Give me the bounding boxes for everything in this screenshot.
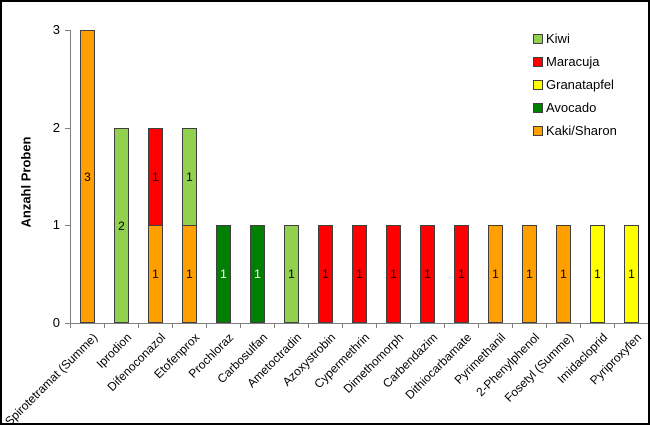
y-tick	[65, 323, 70, 324]
bar-segment-spirotetramat-summe: 3	[80, 30, 95, 323]
legend-label: Maracuja	[546, 54, 600, 69]
y-tick-label: 3	[52, 22, 60, 37]
bar-segment-dimethomorph: 1	[386, 225, 401, 323]
bar-segment-pyrimethanil: 1	[488, 225, 503, 323]
bar-segment-2-phenylphenol: 1	[522, 225, 537, 323]
legend-item-granatapfel: Granatapfel	[533, 73, 617, 96]
legend-label: Kaki/Sharon	[546, 123, 617, 138]
x-tick	[342, 324, 343, 328]
legend-label: Avocado	[546, 100, 597, 115]
x-tick	[240, 324, 241, 328]
x-tick	[104, 324, 105, 328]
x-axis-line	[65, 323, 648, 324]
bar-segment-ametoctradin: 1	[284, 225, 299, 323]
legend-swatch-icon	[533, 102, 543, 113]
bar-segment-difenoconazol: 1	[148, 225, 163, 323]
x-tick	[172, 324, 173, 328]
bar-segment-cypermethrin: 1	[352, 225, 367, 323]
legend-item-maracuja: Maracuja	[533, 50, 617, 73]
legend-swatch-icon	[533, 79, 543, 90]
legend-item-kiwi: Kiwi	[533, 27, 617, 50]
x-tick	[206, 324, 207, 328]
x-tick	[274, 324, 275, 328]
bar-segment-fosetyl-summe: 1	[556, 225, 571, 323]
legend-swatch-icon	[533, 56, 543, 67]
x-tick	[648, 324, 649, 328]
bar-segment-etofenprox: 1	[182, 225, 197, 323]
legend-swatch-icon	[533, 33, 543, 44]
x-tick	[308, 324, 309, 328]
x-tick	[478, 324, 479, 328]
legend-label: Kiwi	[546, 31, 570, 46]
y-tick	[65, 128, 70, 129]
x-tick	[546, 324, 547, 328]
legend-label: Granatapfel	[546, 77, 614, 92]
y-tick-label: 0	[52, 315, 60, 330]
legend-swatch-icon	[533, 125, 543, 136]
x-tick	[614, 324, 615, 328]
x-tick	[580, 324, 581, 328]
x-tick	[70, 324, 71, 328]
bar-segment-difenoconazol: 1	[148, 128, 163, 226]
y-tick-label: 2	[52, 120, 60, 135]
bar-segment-pyriproxyfen: 1	[624, 225, 639, 323]
x-tick	[444, 324, 445, 328]
y-tick	[65, 225, 70, 226]
bar-segment-imidacloprid: 1	[590, 225, 605, 323]
bar-segment-etofenprox: 1	[182, 128, 197, 226]
x-tick	[376, 324, 377, 328]
x-axis-label-pyriproxyfen: Pyriproxyfen	[587, 330, 645, 388]
bar-segment-prochloraz: 1	[216, 225, 231, 323]
legend-item-avocado: Avocado	[533, 96, 617, 119]
y-tick	[65, 30, 70, 31]
x-tick	[410, 324, 411, 328]
bar-segment-iprodion: 2	[114, 128, 129, 323]
y-axis-title: Anzahl Proben	[18, 136, 34, 228]
y-tick-label: 1	[52, 217, 60, 232]
bar-segment-carbosulfan: 1	[250, 225, 265, 323]
bar-segment-dithiocarbamate: 1	[454, 225, 469, 323]
legend-item-kaki-sharon: Kaki/Sharon	[533, 119, 617, 142]
y-axis-line	[70, 30, 71, 324]
legend: Kiwi Maracuja Granatapfel Avocado Kaki/Sharo…	[533, 27, 617, 142]
bar-segment-carbendazim: 1	[420, 225, 435, 323]
x-tick	[138, 324, 139, 328]
x-tick	[512, 324, 513, 328]
bar-segment-azoxystrobin: 1	[318, 225, 333, 323]
